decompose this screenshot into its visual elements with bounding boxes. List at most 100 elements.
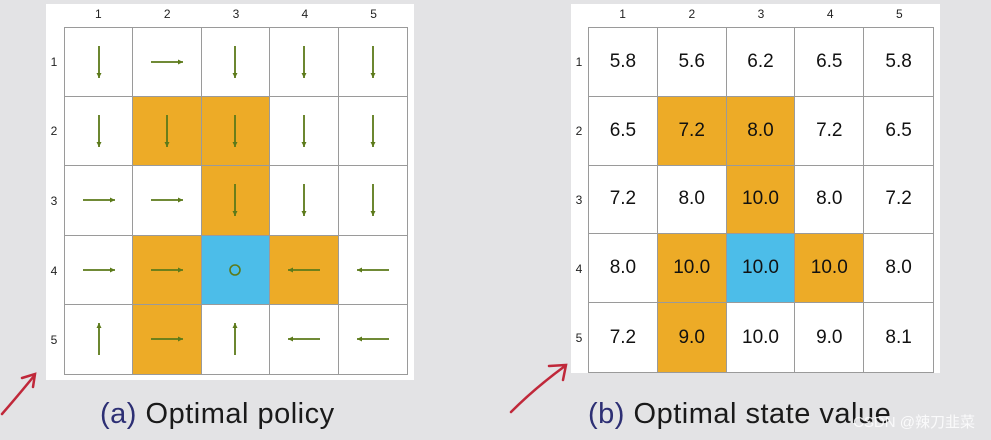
arrow-down-icon bbox=[370, 184, 376, 217]
row-label: 1 bbox=[575, 54, 583, 69]
arrow-left-icon bbox=[287, 267, 320, 273]
column-label: 1 bbox=[95, 7, 102, 21]
state-value: 6.5 bbox=[885, 119, 912, 141]
arrow-down-icon bbox=[370, 115, 376, 148]
grid-cell-2-1: 6.5 bbox=[589, 96, 658, 166]
row-label: 5 bbox=[575, 331, 583, 346]
arrow-up-icon bbox=[232, 323, 238, 356]
arrow-right-icon bbox=[82, 197, 115, 203]
grid-cell-1-3: 6.2 bbox=[726, 28, 796, 97]
grid-cell-2-1 bbox=[65, 97, 134, 167]
row-label: 3 bbox=[50, 194, 58, 208]
column-label: 2 bbox=[688, 7, 696, 21]
column-label: 1 bbox=[619, 7, 626, 21]
state-value: 8.0 bbox=[678, 188, 705, 210]
grid-cell-5-3: 10.0 bbox=[726, 303, 796, 372]
grid-cell-1-4: 6.5 bbox=[795, 28, 865, 97]
state-value-panel: 1 2 3 4 5 1 2 3 4 5 5.8 5.6 6.2 6.5 5.8 6.5 7.2 8.0 7.2 6… bbox=[571, 4, 940, 373]
grid-cell-4-1 bbox=[65, 235, 134, 305]
state-value: 6.2 bbox=[747, 50, 774, 72]
arrow-left-icon bbox=[287, 336, 320, 342]
grid-cell-1-3 bbox=[201, 28, 271, 98]
grid-cell-4-2: 10.0 bbox=[657, 234, 727, 304]
grid-cell-2-3 bbox=[201, 97, 271, 167]
column-label: 3 bbox=[232, 7, 240, 21]
row-label: 4 bbox=[575, 262, 583, 277]
grid-cell-5-2: 9.0 bbox=[657, 303, 727, 372]
grid-cell-3-1 bbox=[65, 166, 134, 236]
arrow-down-icon bbox=[370, 46, 376, 79]
arrow-right-icon bbox=[151, 267, 184, 273]
arrow-right-icon bbox=[82, 267, 115, 273]
grid-cell-2-2: 7.2 bbox=[657, 96, 727, 166]
grid-cell-2-3: 8.0 bbox=[726, 96, 796, 166]
grid-cell-5-5: 8.1 bbox=[864, 303, 933, 372]
grid-cell-4-3 bbox=[201, 235, 271, 305]
grid-cell-5-5 bbox=[338, 304, 407, 374]
grid-cell-4-4: 10.0 bbox=[795, 234, 865, 304]
state-value: 5.8 bbox=[609, 50, 637, 72]
state-value: 7.2 bbox=[678, 119, 705, 141]
arrow-down-icon bbox=[96, 115, 102, 148]
grid-cell-1-1: 5.8 bbox=[589, 28, 658, 97]
state-value: 9.0 bbox=[678, 326, 705, 348]
state-value: 8.0 bbox=[747, 119, 774, 141]
policy-grid bbox=[64, 27, 408, 375]
grid-cell-2-5 bbox=[338, 97, 407, 167]
state-value: 10.0 bbox=[810, 257, 848, 279]
value-caption-tag: (b) bbox=[588, 398, 625, 430]
column-label: 4 bbox=[826, 7, 834, 21]
grid-cell-4-5: 8.0 bbox=[864, 234, 933, 304]
column-label: 5 bbox=[370, 7, 377, 21]
grid-cell-1-1 bbox=[65, 28, 134, 98]
policy-caption: (a) Optimal policy bbox=[100, 398, 335, 431]
arrow-down-icon bbox=[232, 184, 238, 217]
state-value: 7.2 bbox=[885, 188, 912, 210]
arrow-down-icon bbox=[301, 115, 307, 148]
pen-annotation-left bbox=[0, 372, 37, 416]
grid-cell-1-5: 5.8 bbox=[864, 28, 933, 97]
grid-cell-1-2: 5.6 bbox=[657, 28, 727, 97]
grid-cell-3-1: 7.2 bbox=[589, 165, 658, 235]
grid-cell-1-4 bbox=[270, 28, 339, 98]
row-label: 2 bbox=[50, 124, 58, 139]
pen-annotation-arrow bbox=[509, 363, 568, 414]
grid-cell-4-3: 10.0 bbox=[726, 234, 796, 304]
row-label: 3 bbox=[575, 193, 583, 207]
arrow-right-icon bbox=[151, 59, 184, 65]
column-label: 4 bbox=[301, 7, 309, 21]
arrow-down-icon bbox=[232, 46, 238, 79]
state-value: 7.2 bbox=[816, 119, 843, 141]
arrow-down-icon bbox=[164, 115, 170, 148]
grid-cell-4-4 bbox=[270, 235, 339, 305]
grid-cell-3-4: 8.0 bbox=[795, 165, 865, 235]
column-label: 2 bbox=[163, 7, 171, 21]
state-value: 5.8 bbox=[885, 50, 912, 72]
grid-cell-5-4 bbox=[270, 304, 339, 374]
grid-cell-5-1 bbox=[65, 304, 134, 374]
state-value: 7.2 bbox=[609, 326, 637, 348]
state-value: 10.0 bbox=[742, 188, 779, 210]
grid-cell-1-2 bbox=[133, 28, 202, 98]
column-label: 5 bbox=[896, 7, 903, 21]
row-label: 2 bbox=[575, 123, 583, 138]
arrow-down-icon bbox=[232, 115, 238, 148]
grid-cell-3-3: 10.0 bbox=[726, 165, 796, 235]
state-value: 8.0 bbox=[885, 257, 912, 279]
arrow-down-icon bbox=[301, 184, 307, 217]
state-value: 7.2 bbox=[609, 188, 637, 210]
optimal-policy-panel: 1 2 3 4 5 1 2 3 4 5 bbox=[46, 4, 414, 380]
grid-cell-5-4: 9.0 bbox=[795, 303, 865, 372]
policy-caption-text: Optimal policy bbox=[136, 398, 335, 430]
arrow-down-icon bbox=[96, 46, 102, 79]
value-caption: (b) Optimal state value bbox=[588, 398, 891, 431]
row-label: 5 bbox=[50, 333, 58, 348]
stay-circle-icon bbox=[229, 263, 242, 276]
row-label: 1 bbox=[50, 54, 58, 69]
arrow-up-icon bbox=[96, 323, 102, 356]
state-value: 10.0 bbox=[742, 326, 779, 348]
state-value: 9.0 bbox=[816, 326, 843, 348]
grid-cell-3-5: 7.2 bbox=[864, 165, 933, 235]
grid-cell-3-5 bbox=[338, 166, 407, 236]
state-value: 6.5 bbox=[816, 50, 843, 72]
